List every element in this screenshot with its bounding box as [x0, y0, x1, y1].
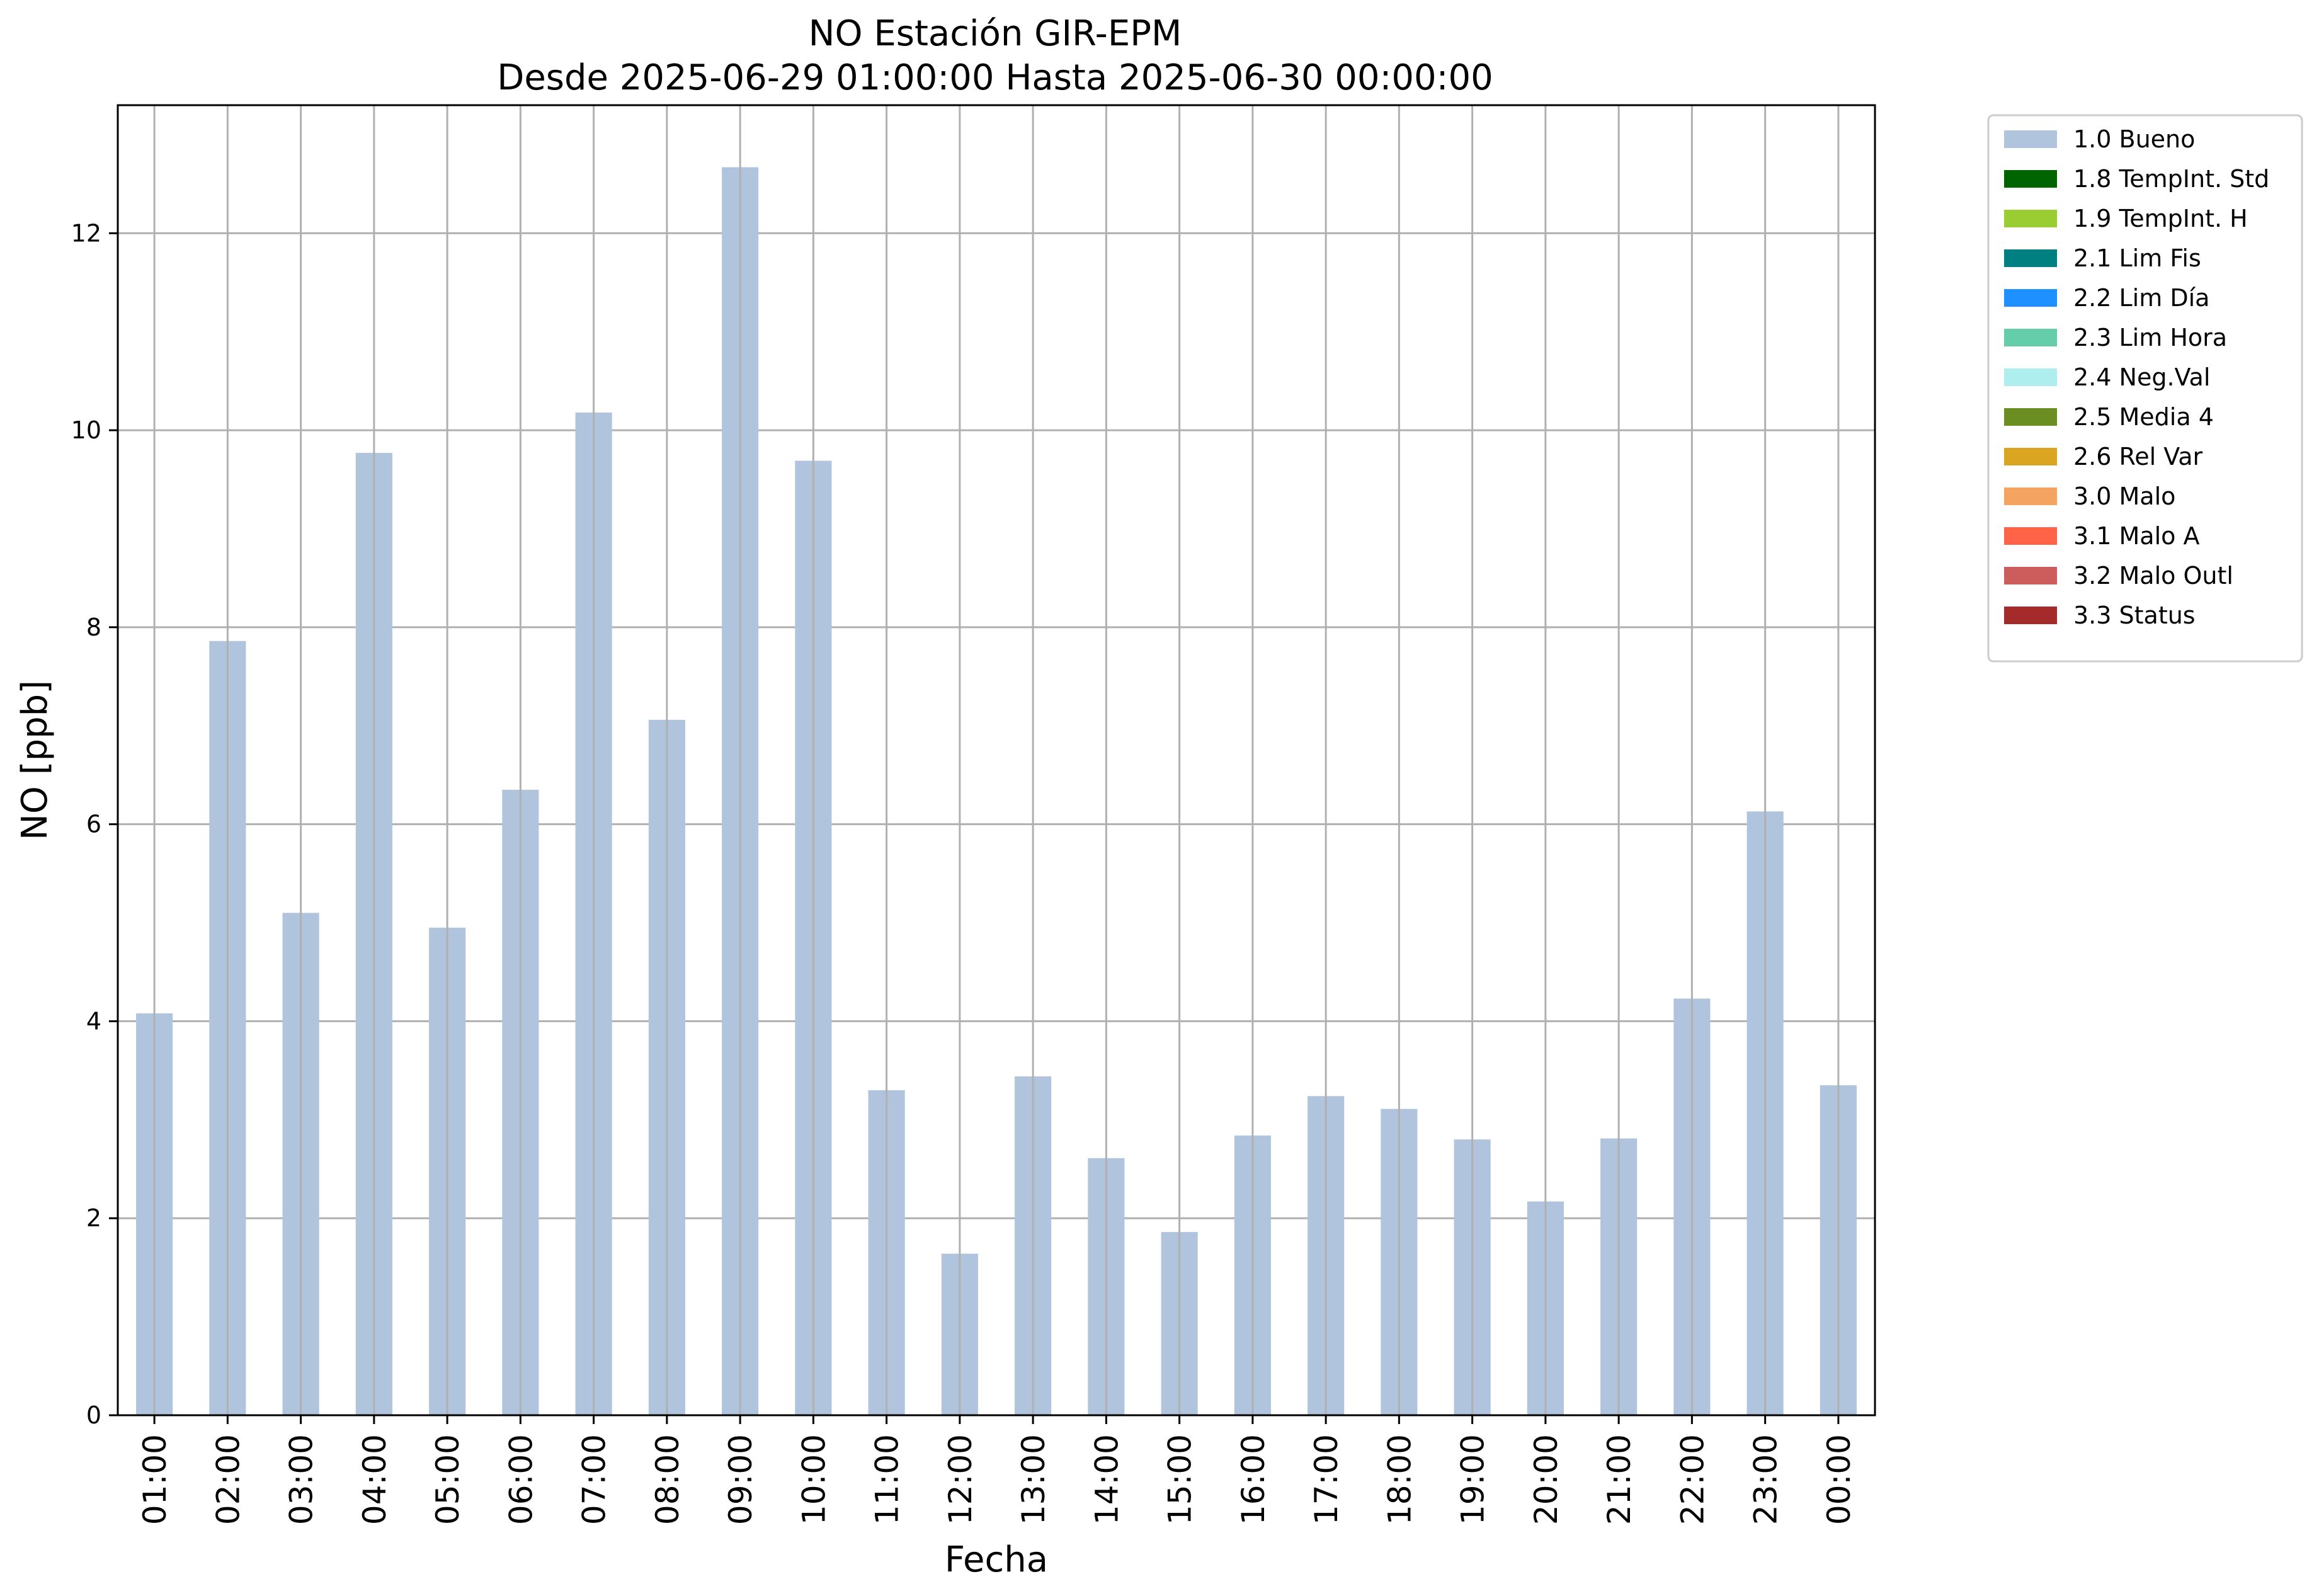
y-axis-label: NO [ppb] [14, 680, 55, 840]
x-axis-label: Fecha [945, 1539, 1048, 1580]
chart-title: NO Estación GIR-EPM [809, 13, 1182, 54]
legend-swatch [2004, 448, 2057, 465]
x-tick-label: 09:00 [722, 1434, 759, 1525]
x-tick-label: 06:00 [503, 1434, 539, 1525]
plot-frame [117, 104, 1876, 1416]
x-tick-label: 19:00 [1455, 1434, 1491, 1525]
legend-label: 2.4 Neg.Val [2073, 363, 2210, 391]
x-tick-label: 21:00 [1601, 1434, 1638, 1525]
x-tick-label: 04:00 [356, 1434, 393, 1525]
x-tick-label: 13:00 [1015, 1434, 1052, 1525]
x-tick-label: 14:00 [1088, 1434, 1125, 1525]
legend-swatch [2004, 408, 2057, 426]
y-tick-label: 4 [86, 1007, 101, 1035]
grid-lines [118, 232, 1875, 1416]
y-tick-label: 10 [71, 416, 101, 444]
x-tick-label: 20:00 [1528, 1434, 1564, 1525]
legend-label: 2.3 Lim Hora [2073, 324, 2227, 351]
legend-label: 2.2 Lim Día [2073, 284, 2209, 312]
x-tick-label: 07:00 [576, 1434, 613, 1525]
legend-swatch [2004, 210, 2057, 227]
legend-label: 3.3 Status [2073, 601, 2196, 629]
y-tick-label: 12 [71, 219, 101, 247]
x-tick-label: 01:00 [137, 1434, 173, 1525]
legend-swatch [2004, 329, 2057, 346]
legend-swatch [2004, 249, 2057, 267]
x-tick-label: 17:00 [1308, 1434, 1345, 1525]
y-tick-label: 0 [86, 1401, 101, 1429]
legend: 1.0 Bueno 1.8 TempInt. Std 1.9 TempInt. H 2… [1987, 114, 2303, 663]
legend-label: 1.9 TempInt. H [2073, 205, 2248, 232]
x-tick-label: 15:00 [1162, 1434, 1199, 1525]
legend-swatch [2004, 527, 2057, 545]
legend-label: 1.0 Bueno [2073, 125, 2195, 153]
legend-swatch [2004, 487, 2057, 505]
y-axis-ticks: 0 2 4 6 8 10 12 [71, 219, 118, 1429]
x-tick-label: 00:00 [1821, 1434, 1857, 1525]
legend-label: 3.2 Malo Outl [2073, 562, 2233, 590]
x-tick-label: 23:00 [1748, 1434, 1784, 1525]
legend-label: 2.6 Rel Var [2073, 443, 2203, 470]
y-tick-label: 8 [86, 613, 101, 641]
legend-label: 3.1 Malo A [2073, 522, 2199, 550]
bars-group [136, 167, 1857, 1416]
x-tick-label: 12:00 [942, 1434, 979, 1525]
legend-swatch [2004, 130, 2057, 148]
legend-label: 2.1 Lim Fis [2073, 244, 2201, 272]
chart-subtitle: Desde 2025-06-29 01:00:00 Hasta 2025-06-… [497, 57, 1493, 98]
x-tick-label: 11:00 [869, 1434, 906, 1525]
legend-swatch [2004, 567, 2057, 584]
legend-swatch [2004, 368, 2057, 386]
legend-swatch [2004, 607, 2057, 624]
x-axis-ticks: 01:00 02:00 03:00 04:00 05:00 06:00 07:00 08:00… [137, 1415, 1857, 1525]
x-tick-label: 10:00 [795, 1434, 832, 1525]
x-tick-label: 08:00 [649, 1434, 686, 1525]
y-tick-label: 6 [86, 811, 101, 838]
vertical-grid-lines [153, 105, 1840, 1415]
legend-swatch [2004, 289, 2057, 307]
y-tick-label: 2 [86, 1204, 101, 1232]
x-tick-label: 16:00 [1235, 1434, 1272, 1525]
x-tick-label: 03:00 [283, 1434, 320, 1525]
legend-label: 3.0 Malo [2073, 482, 2175, 510]
legend-box [1987, 114, 2303, 663]
x-tick-label: 22:00 [1674, 1434, 1711, 1525]
x-tick-label: 05:00 [430, 1434, 466, 1525]
legend-label: 2.5 Media 4 [2073, 403, 2214, 431]
legend-label: 1.8 TempInt. Std [2073, 165, 2269, 193]
x-tick-label: 18:00 [1381, 1434, 1418, 1525]
legend-swatch [2004, 170, 2057, 188]
x-tick-label: 02:00 [210, 1434, 246, 1525]
